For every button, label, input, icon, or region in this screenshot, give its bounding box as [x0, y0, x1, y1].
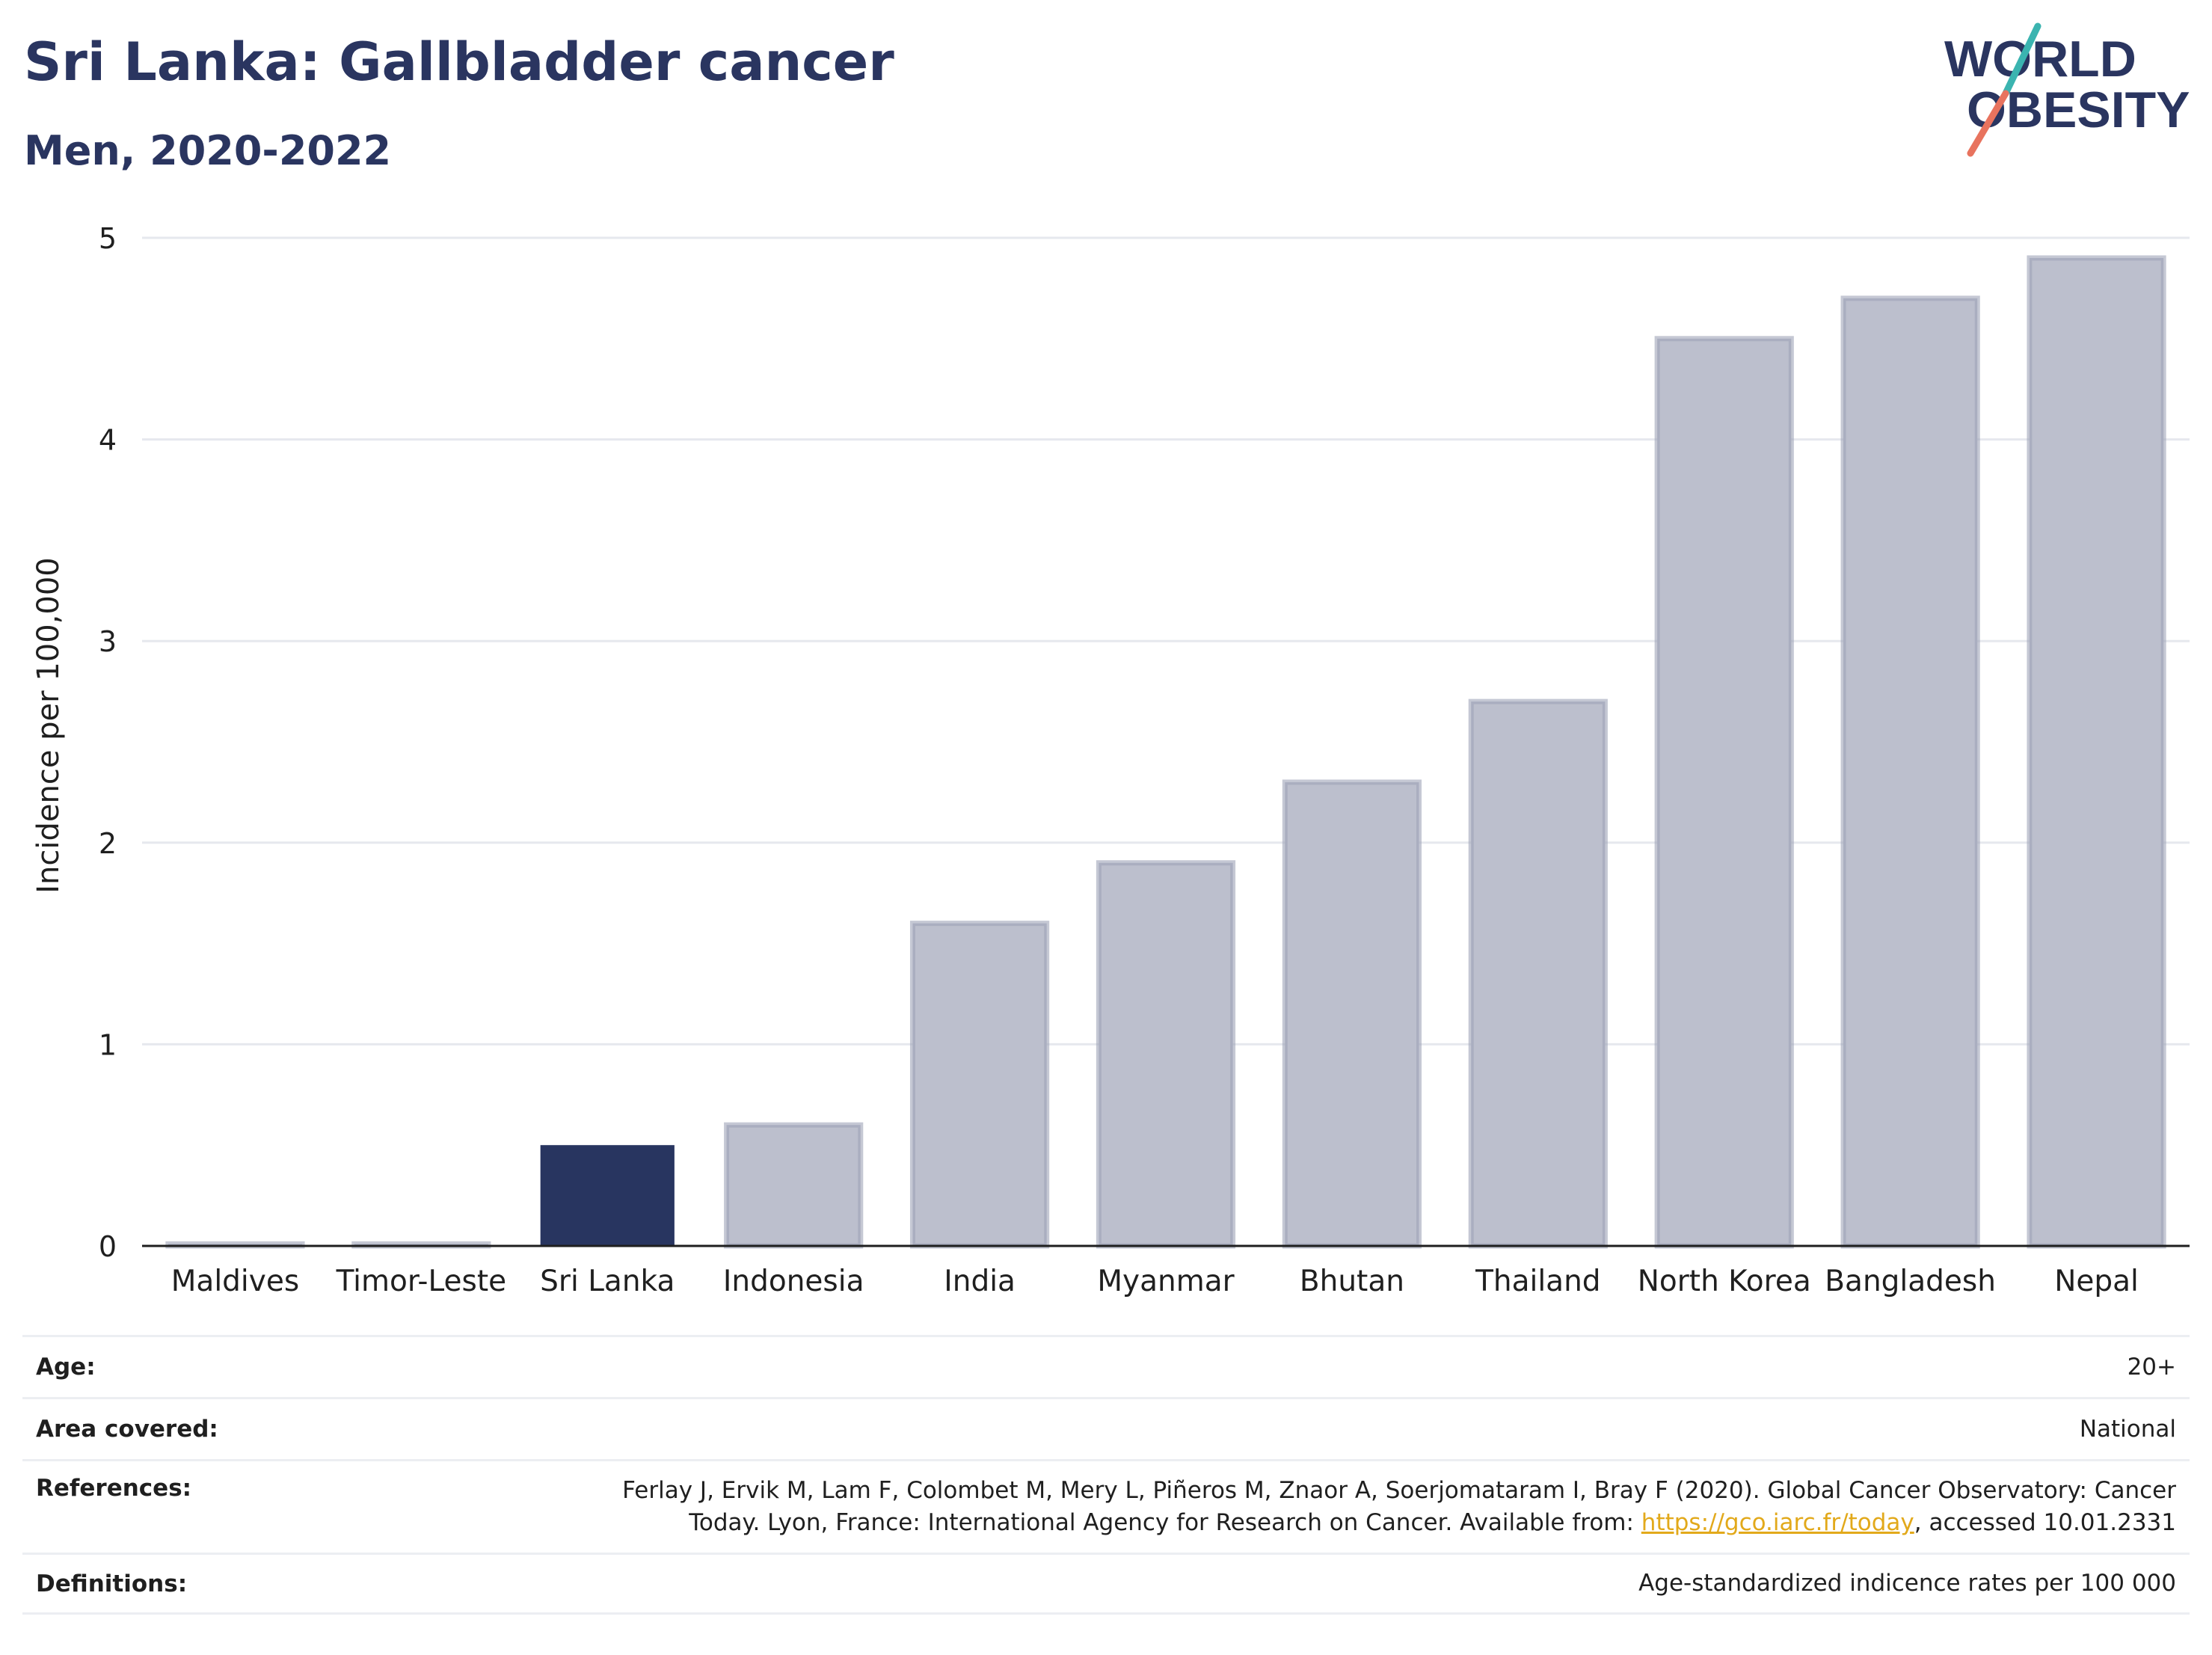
bar-thailand — [1468, 698, 1608, 1249]
y-tick-label: 2 — [99, 827, 117, 860]
logo-text-world: WORLD — [1944, 31, 2136, 87]
bar-myanmar — [1096, 860, 1236, 1249]
bar-india — [909, 921, 1050, 1249]
age-value: 20+ — [2127, 1353, 2176, 1381]
world-obesity-logo: WORLD OBESITY — [1944, 22, 2190, 157]
x-tick-label: Bhutan — [1300, 1265, 1404, 1298]
y-tick-label: 0 — [99, 1230, 117, 1263]
info-row-age: Age: 20+ — [22, 1335, 2190, 1397]
x-tick-label: Indonesia — [723, 1265, 864, 1298]
y-tick-label: 4 — [99, 424, 117, 457]
bar-sri-lanka — [540, 1145, 675, 1246]
definitions-label: Definitions: — [36, 1570, 188, 1597]
x-tick-label: Sri Lanka — [540, 1265, 675, 1298]
x-tick-label: Myanmar — [1097, 1265, 1235, 1298]
axes: 0 1 2 3 4 5 Maldives Timor-Leste Sri Lanka Indone… — [99, 222, 2190, 1298]
bar-chart: 0 1 2 3 4 5 Maldives Timor-Leste Sri Lanka Indone… — [31, 222, 2190, 1298]
references-label: References: — [36, 1475, 192, 1502]
age-label: Age: — [36, 1354, 96, 1381]
x-tick-label: India — [944, 1265, 1016, 1298]
info-row-area: Area covered: National — [22, 1397, 2190, 1459]
bar-indonesia — [724, 1122, 864, 1249]
bars — [165, 255, 2166, 1249]
references-line1: Ferlay J, Ervik M, Lam F, Colombet M, Me… — [622, 1477, 2176, 1504]
x-tick-label: Thailand — [1475, 1265, 1600, 1298]
references-link[interactable]: https://gco.iarc.fr/today — [1641, 1509, 1914, 1536]
y-axis-label: Incidence per 100,000 — [31, 557, 66, 894]
x-tick-label: Bangladesh — [1825, 1265, 1996, 1298]
references-value: Ferlay J, Ervik M, Lam F, Colombet M, Me… — [622, 1475, 2176, 1539]
definitions-value: Age-standardized indicence rates per 100… — [1638, 1570, 2176, 1597]
area-label: Area covered: — [36, 1416, 218, 1443]
references-line2-before: Today. Lyon, France: International Agenc… — [689, 1509, 1641, 1536]
y-tick-label: 3 — [99, 625, 117, 658]
y-tick-label: 1 — [99, 1028, 117, 1061]
x-tick-label: Timor-Leste — [336, 1265, 507, 1298]
area-value: National — [2079, 1415, 2176, 1443]
bar-bhutan — [1282, 779, 1422, 1249]
x-tick-label: Maldives — [171, 1265, 299, 1298]
references-line2-after: , accessed 10.01.2331 — [1914, 1509, 2176, 1536]
x-tick-label: North Korea — [1638, 1265, 1811, 1298]
info-row-references: References: Ferlay J, Ervik M, Lam F, Co… — [22, 1459, 2190, 1553]
x-tick-label: Nepal — [2054, 1265, 2139, 1298]
bar-bangladesh — [1840, 295, 1980, 1249]
chart-subtitle: Men, 2020-2022 — [24, 127, 392, 174]
info-table: Age: 20+ Area covered: National Referenc… — [22, 1335, 2190, 1615]
y-tick-label: 5 — [99, 222, 117, 255]
bar-north-korea — [1654, 336, 1794, 1249]
bar-nepal — [2027, 255, 2166, 1249]
chart-title: Sri Lanka: Gallbladder cancer — [24, 31, 894, 93]
info-row-definitions: Definitions: Age-standardized indicence … — [22, 1553, 2190, 1615]
